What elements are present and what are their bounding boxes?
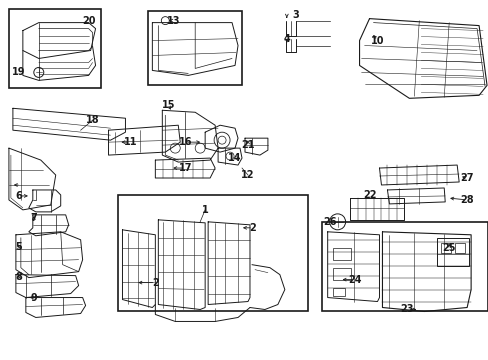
Bar <box>332 288 344 296</box>
Text: 23: 23 <box>400 305 413 315</box>
Text: 27: 27 <box>459 173 473 183</box>
Text: 15: 15 <box>161 100 175 110</box>
Text: 28: 28 <box>459 195 473 205</box>
Text: 17: 17 <box>178 163 192 173</box>
Text: 18: 18 <box>85 115 99 125</box>
Text: 6: 6 <box>16 191 22 201</box>
Text: 12: 12 <box>241 170 254 180</box>
Bar <box>440 243 450 253</box>
Text: 7: 7 <box>30 213 37 223</box>
Text: 19: 19 <box>12 67 25 77</box>
Text: 16: 16 <box>178 137 192 147</box>
Text: 20: 20 <box>81 15 95 26</box>
Text: 21: 21 <box>241 140 254 150</box>
Text: 10: 10 <box>370 36 384 46</box>
Bar <box>9 9 101 88</box>
Bar <box>148 11 242 85</box>
Text: 26: 26 <box>322 217 336 227</box>
Text: 4: 4 <box>283 33 289 44</box>
Text: 5: 5 <box>16 242 22 252</box>
Text: 9: 9 <box>30 293 37 302</box>
Text: 2: 2 <box>152 278 159 288</box>
Text: 8: 8 <box>16 272 22 282</box>
Text: 2: 2 <box>249 223 256 233</box>
Bar <box>436 238 468 266</box>
Text: 14: 14 <box>228 153 241 163</box>
Text: 13: 13 <box>166 15 180 26</box>
Text: 24: 24 <box>347 275 361 285</box>
Text: 22: 22 <box>362 190 375 200</box>
Text: 25: 25 <box>442 243 455 253</box>
Text: 11: 11 <box>123 137 137 147</box>
Bar <box>118 195 307 311</box>
Bar <box>332 268 350 280</box>
Text: 3: 3 <box>292 10 299 20</box>
Bar <box>454 243 464 253</box>
Text: 1: 1 <box>202 205 208 215</box>
Bar <box>321 222 487 311</box>
Bar <box>332 248 350 260</box>
